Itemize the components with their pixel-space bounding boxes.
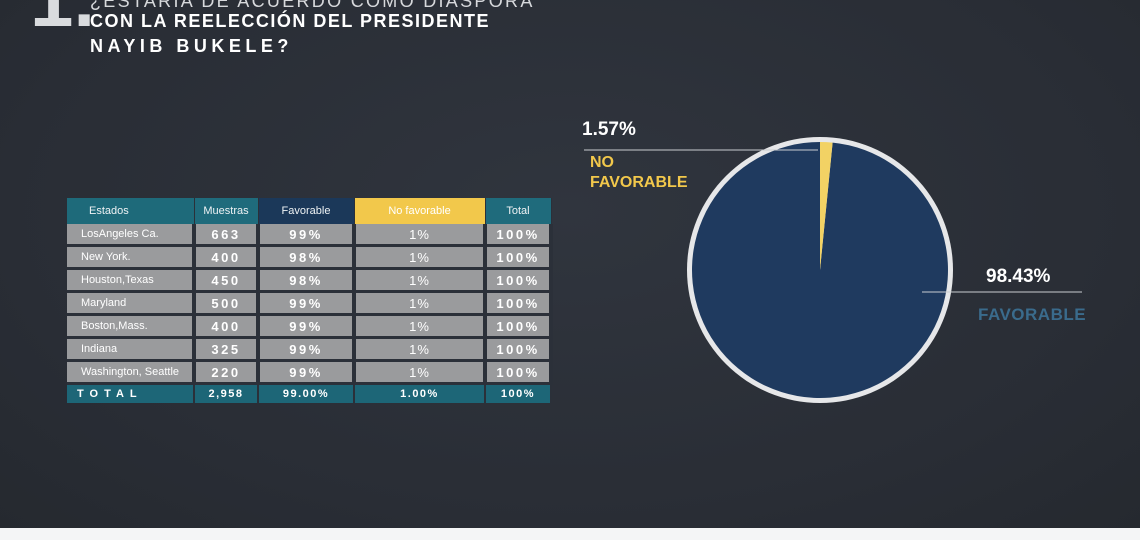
header-muestras: Muestras <box>194 198 259 224</box>
total-label: TOTAL <box>67 383 195 403</box>
no-favorable-name-label: NO FAVORABLE <box>590 153 687 193</box>
cell-muestras: 400 <box>194 245 260 270</box>
favorable-percent-label: 98.43% <box>986 266 1051 287</box>
cell-favorable: 99% <box>258 291 356 316</box>
pie-chart-area: 1.57% NO FAVORABLE 98.43% FAVORABLE <box>582 119 1087 403</box>
header-total: Total <box>485 198 552 224</box>
cell-no-favorable: 1% <box>354 224 487 247</box>
table-row: Washington, Seattle 220 99% 1% 100% <box>67 360 553 385</box>
cell-total: 100% <box>485 245 553 270</box>
total-total: 100% <box>485 383 552 403</box>
cell-estado: New York. <box>67 245 196 270</box>
cell-no-favorable: 1% <box>354 291 487 316</box>
table-row: Boston,Mass. 400 99% 1% 100% <box>67 314 553 339</box>
cell-muestras: 325 <box>194 337 260 362</box>
cell-no-favorable: 1% <box>354 245 487 270</box>
question-line-1: ¿ESTARÍA DE ACUERDO COMO DIÁSPORA <box>90 0 535 11</box>
pie-slice-favorable <box>691 142 948 398</box>
cell-muestras: 663 <box>194 224 260 247</box>
results-table: Estados Muestras Favorable No favorable … <box>67 198 553 403</box>
total-muestras: 2,958 <box>194 383 259 403</box>
table-row: Indiana 325 99% 1% 100% <box>67 337 553 362</box>
cell-favorable: 98% <box>258 268 356 293</box>
table-header-row: Estados Muestras Favorable No favorable … <box>67 198 552 224</box>
cell-no-favorable: 1% <box>354 268 487 293</box>
cell-muestras: 500 <box>194 291 260 316</box>
no-favorable-name-line-2: FAVORABLE <box>590 174 688 191</box>
cell-estado: LosAngeles Ca. <box>67 224 196 247</box>
total-favorable: 99.00% <box>258 383 355 403</box>
cell-total: 100% <box>485 314 553 339</box>
cell-favorable: 98% <box>258 245 356 270</box>
cell-total: 100% <box>485 337 553 362</box>
cell-favorable: 99% <box>258 337 356 362</box>
header-no-favorable: No favorable <box>354 198 486 224</box>
cell-muestras: 400 <box>194 314 260 339</box>
cell-estado: Maryland <box>67 291 196 316</box>
no-favorable-percent-label: 1.57% <box>582 119 636 140</box>
cell-no-favorable: 1% <box>354 360 487 385</box>
cell-no-favorable: 1% <box>354 314 487 339</box>
header-favorable: Favorable <box>258 198 355 224</box>
question-line-2: CON LA REELECCIÓN DEL PRESIDENTE <box>90 11 491 31</box>
pie-slice-no-favorable <box>820 142 833 270</box>
cell-total: 100% <box>485 224 553 247</box>
question-line-3: NAYIB BUKELE? <box>90 36 293 56</box>
cell-favorable: 99% <box>258 224 356 247</box>
cell-total: 100% <box>485 291 553 316</box>
no-favorable-name-line-1: NO <box>590 154 614 171</box>
cell-no-favorable: 1% <box>354 337 487 362</box>
table-row: Houston,Texas 450 98% 1% 100% <box>67 268 553 293</box>
cell-total: 100% <box>485 268 553 293</box>
cell-estado: Washington, Seattle <box>67 360 196 385</box>
table-row: New York. 400 98% 1% 100% <box>67 245 553 270</box>
cell-total: 100% <box>485 360 553 385</box>
cell-estado: Houston,Texas <box>67 268 196 293</box>
cell-muestras: 450 <box>194 268 260 293</box>
cell-estado: Boston,Mass. <box>67 314 196 339</box>
header-estados: Estados <box>67 198 195 224</box>
total-no-favorable: 1.00% <box>354 383 486 403</box>
cell-muestras: 220 <box>194 360 260 385</box>
favorable-name-label: FAVORABLE <box>978 305 1087 324</box>
table-row: LosAngeles Ca. 663 99% 1% 100% <box>67 224 553 247</box>
table-row: Maryland 500 99% 1% 100% <box>67 291 553 316</box>
cell-estado: Indiana <box>67 337 196 362</box>
table-total-row: TOTAL 2,958 99.00% 1.00% 100% <box>67 383 552 403</box>
pie-chart <box>584 137 1082 403</box>
cell-favorable: 99% <box>258 314 356 339</box>
cell-favorable: 99% <box>258 360 356 385</box>
question-number: 1. <box>30 0 95 38</box>
bottom-strip <box>0 528 1140 540</box>
